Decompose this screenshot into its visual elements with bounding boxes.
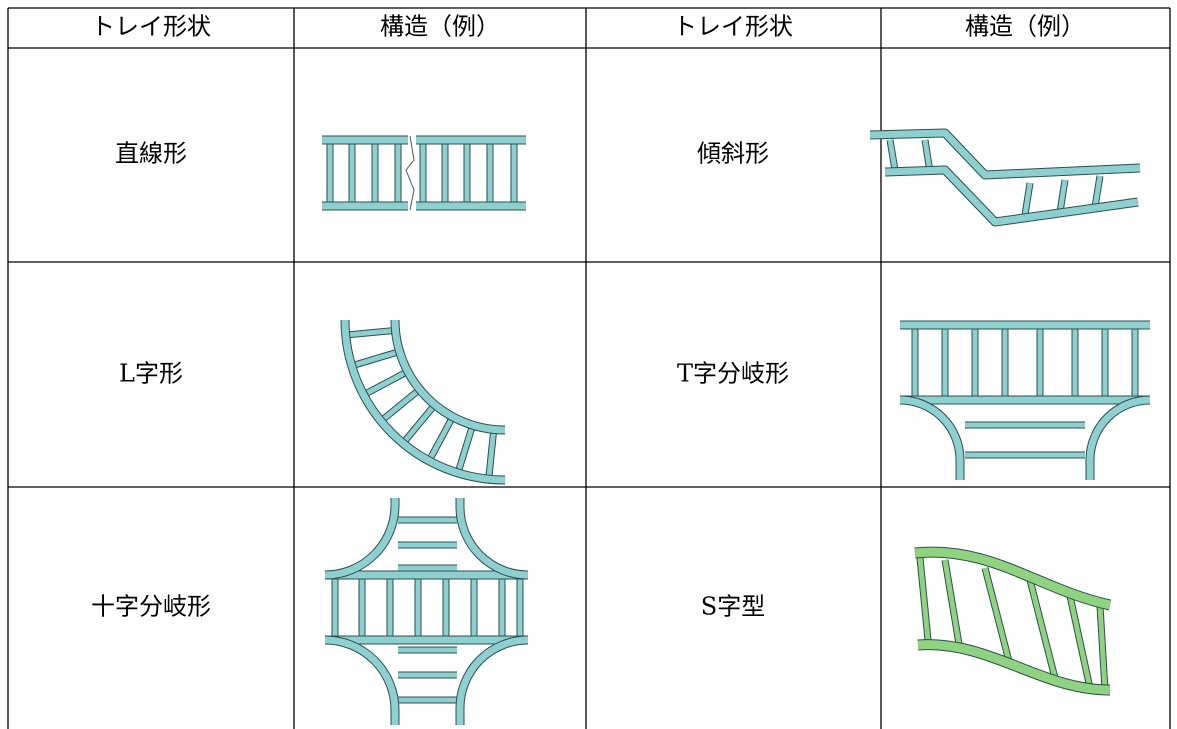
tray-part — [982, 567, 1013, 666]
tray-drawings — [322, 128, 1151, 725]
shape-label: 直線形 — [115, 140, 187, 168]
tray-part — [1097, 605, 1108, 691]
tray-part — [899, 395, 965, 480]
tray-part — [341, 319, 506, 484]
tray-part — [391, 319, 506, 434]
tray-part — [362, 369, 409, 398]
tray-part — [345, 327, 396, 338]
tray-part — [456, 498, 529, 579]
tray-part — [405, 135, 415, 211]
tray-part — [1027, 579, 1058, 679]
tray-part — [869, 129, 1141, 179]
tray-part — [1022, 182, 1033, 216]
tray-part — [887, 139, 898, 171]
shape-label: T字分岐形 — [677, 360, 789, 388]
shape-label: 傾斜形 — [697, 140, 769, 168]
tray-part — [914, 547, 1111, 610]
tray-part — [1057, 179, 1068, 213]
tray-part — [917, 557, 931, 641]
tray-part — [324, 498, 399, 579]
tray-part — [1086, 396, 1151, 480]
tray-part — [917, 640, 1111, 695]
header-cell: トレイ形状 — [673, 13, 793, 41]
tray-part — [899, 396, 964, 480]
tray-part — [1067, 595, 1093, 689]
tray-part — [942, 559, 963, 651]
tray-part — [426, 415, 455, 462]
shape-label: 十字分岐形 — [91, 593, 211, 621]
tray-part — [408, 132, 416, 214]
tray-part — [456, 636, 529, 725]
tray-part — [350, 349, 401, 369]
tray-part — [324, 636, 399, 725]
shape-label: L字形 — [119, 360, 183, 388]
table-grid — [7, 7, 1171, 729]
tray-part — [884, 166, 1139, 226]
header-cell: トレイ形状 — [91, 13, 211, 41]
header-cell: 構造（例） — [380, 13, 500, 41]
tray-part — [1092, 175, 1103, 208]
tray-part — [1085, 395, 1151, 480]
tray-part — [455, 424, 476, 474]
tray-part — [379, 387, 422, 423]
tray-part — [401, 403, 437, 445]
header-cell: 構造（例） — [965, 13, 1085, 41]
tray-part — [486, 429, 497, 480]
shape-label: S字型 — [701, 593, 765, 621]
